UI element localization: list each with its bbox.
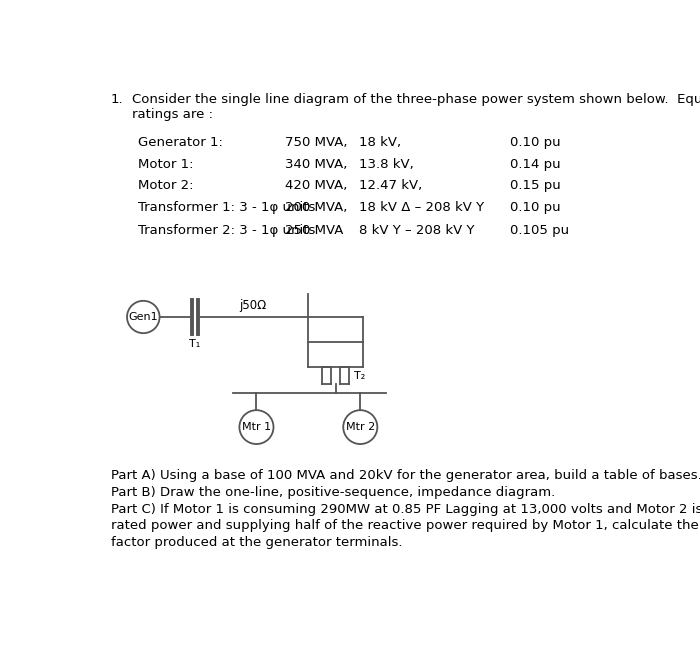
Text: Mtr 1: Mtr 1	[242, 422, 271, 432]
Text: 0.15 pu: 0.15 pu	[510, 179, 561, 192]
Text: rated power and supplying half of the reactive power required by Motor 1, calcul: rated power and supplying half of the re…	[111, 519, 700, 532]
Text: Part C) If Motor 1 is consuming 290MW at 0.85 PF Lagging at 13,000 volts and Mot: Part C) If Motor 1 is consuming 290MW at…	[111, 503, 700, 516]
Text: Motor 1:: Motor 1:	[138, 158, 193, 171]
Text: Mtr 2: Mtr 2	[346, 422, 375, 432]
Text: 340 MVA,: 340 MVA,	[285, 158, 347, 171]
Text: Consider the single line diagram of the three-phase power system shown below.  E: Consider the single line diagram of the …	[132, 93, 700, 106]
Text: Generator 1:: Generator 1:	[138, 136, 223, 149]
Text: Part A) Using a base of 100 MVA and 20kV for the generator area, build a table o: Part A) Using a base of 100 MVA and 20kV…	[111, 469, 700, 482]
Text: Transformer 2: 3 - 1φ units: Transformer 2: 3 - 1φ units	[138, 224, 315, 237]
Text: Transformer 1: 3 - 1φ units: Transformer 1: 3 - 1φ units	[138, 201, 315, 214]
Text: Motor 2:: Motor 2:	[138, 179, 193, 192]
Text: 0.105 pu: 0.105 pu	[510, 224, 569, 237]
Text: 18 kV Δ – 208 kV Y: 18 kV Δ – 208 kV Y	[358, 201, 484, 214]
Text: 13.8 kV,: 13.8 kV,	[358, 158, 414, 171]
Text: factor produced at the generator terminals.: factor produced at the generator termina…	[111, 536, 402, 550]
Text: ratings are :: ratings are :	[132, 107, 214, 121]
Text: 200 MVA,: 200 MVA,	[285, 201, 347, 214]
Text: 0.14 pu: 0.14 pu	[510, 158, 561, 171]
Text: 420 MVA,: 420 MVA,	[285, 179, 347, 192]
Text: Part B) Draw the one-line, positive-sequence, impedance diagram.: Part B) Draw the one-line, positive-sequ…	[111, 486, 555, 499]
Text: 250 MVA: 250 MVA	[285, 224, 344, 237]
Text: 0.10 pu: 0.10 pu	[510, 201, 561, 214]
Text: 1.: 1.	[111, 93, 123, 106]
Text: 750 MVA,: 750 MVA,	[285, 136, 348, 149]
Text: T₂: T₂	[354, 371, 365, 380]
Text: j50Ω: j50Ω	[239, 299, 267, 313]
Text: 18 kV,: 18 kV,	[358, 136, 401, 149]
Text: 8 kV Y – 208 kV Y: 8 kV Y – 208 kV Y	[358, 224, 475, 237]
Text: Gen1: Gen1	[129, 312, 158, 322]
Text: 0.10 pu: 0.10 pu	[510, 136, 561, 149]
Text: 12.47 kV,: 12.47 kV,	[358, 179, 422, 192]
Text: T₁: T₁	[189, 339, 200, 349]
